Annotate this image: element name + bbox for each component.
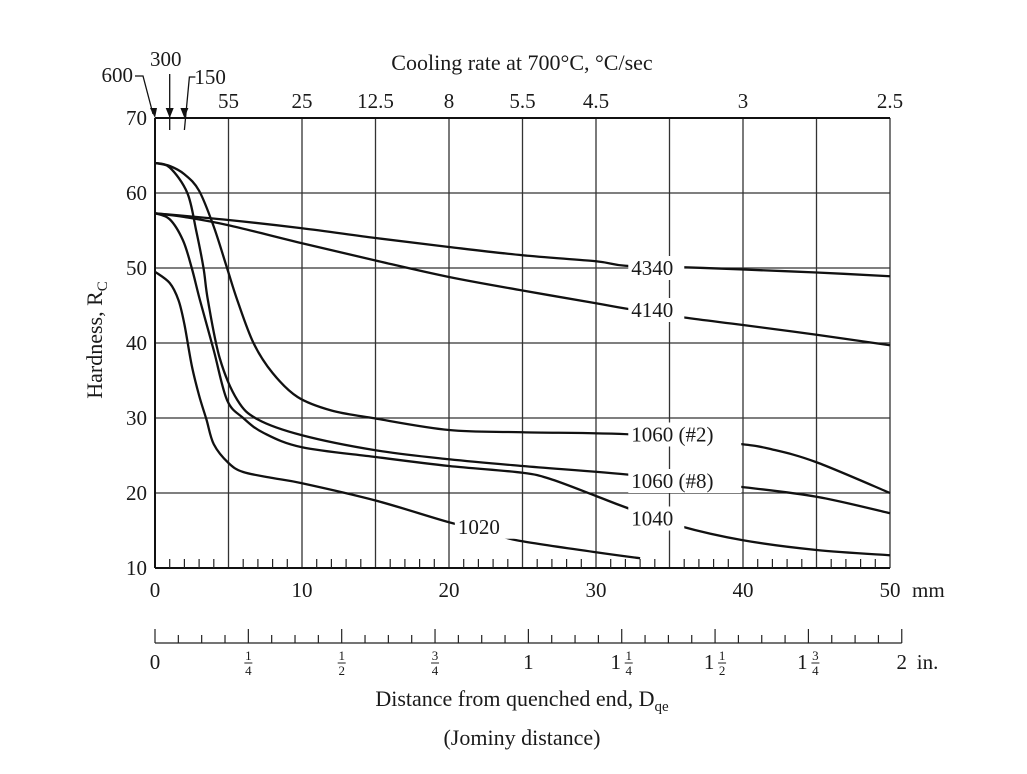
x-tick-label: 50 bbox=[880, 578, 901, 602]
y-axis-label-text: Hardness, R bbox=[82, 291, 107, 399]
x-axis-label-text: Distance from quenched end, D bbox=[375, 686, 654, 711]
top-tick-label: 8 bbox=[444, 89, 455, 113]
labels: 4340 4140 1060 (#2) 1060 (#8) 1040 1020 bbox=[454, 256, 742, 539]
inch-tick-label: 34 bbox=[431, 648, 440, 678]
curve-label-bg bbox=[628, 256, 685, 280]
inch-frac-den: 4 bbox=[625, 663, 632, 678]
curve-label-1040: 1040 bbox=[631, 507, 673, 531]
inch-frac-num: 1 bbox=[338, 648, 345, 663]
curve-label-1060-2: 1060 (#2) bbox=[631, 423, 713, 447]
inch-whole: 1 bbox=[704, 650, 715, 674]
top-tick-label: 300 bbox=[150, 47, 182, 71]
curve-label-1060-8: 1060 (#8) bbox=[631, 469, 713, 493]
top-tick-label: 2.5 bbox=[877, 89, 903, 113]
inch-frac-den: 4 bbox=[245, 663, 252, 678]
inch-frac-num: 3 bbox=[812, 648, 819, 663]
inch-tick-label: 1 bbox=[523, 650, 534, 674]
top-tick-label: 3 bbox=[738, 89, 749, 113]
arrow-head-icon bbox=[180, 108, 189, 118]
curve-1020 bbox=[154, 270, 641, 560]
arrow-600-leader bbox=[135, 75, 154, 115]
svg-text:Hardness, RC: Hardness, RC bbox=[82, 281, 111, 399]
inch-frac-num: 3 bbox=[432, 648, 439, 663]
y-tick-label: 40 bbox=[126, 331, 147, 355]
top-tick-label: 25 bbox=[292, 89, 313, 113]
inch-tick-label: 12 bbox=[337, 648, 346, 678]
curve-label-bg bbox=[628, 469, 742, 493]
inch-tick-label: 1 34 bbox=[797, 648, 820, 678]
inch-frac-den: 4 bbox=[812, 663, 819, 678]
inch-whole: 2 bbox=[897, 650, 908, 674]
top-tick-label: 12.5 bbox=[357, 89, 394, 113]
inch-tick-label: 1 14 bbox=[610, 648, 633, 678]
inch-whole: 1 bbox=[610, 650, 621, 674]
inch-tick-label: 0 bbox=[150, 650, 161, 674]
y-tick-label: 70 bbox=[126, 106, 147, 130]
x-tick-label: 20 bbox=[439, 578, 460, 602]
y-tick-label: 60 bbox=[126, 181, 147, 205]
inch-tick-label: 1 12 bbox=[704, 648, 727, 678]
inch-whole: 1 bbox=[523, 650, 534, 674]
top-tick-label: 150 bbox=[194, 65, 226, 89]
x-axis-label: Distance from quenched end, Dqe bbox=[375, 686, 669, 715]
inch-frac-num: 1 bbox=[719, 648, 726, 663]
x-axis-note: (Jominy distance) bbox=[443, 725, 600, 750]
inch-frac-num: 1 bbox=[625, 648, 632, 663]
curve-4340 bbox=[154, 212, 891, 278]
inch-tick-label: 14 bbox=[244, 648, 253, 678]
x-tick-label: 10 bbox=[292, 578, 313, 602]
inch-frac-den: 2 bbox=[338, 663, 345, 678]
curve-label-4140: 4140 bbox=[631, 298, 673, 322]
inch-frac-den: 4 bbox=[432, 663, 439, 678]
curve-label-4340: 4340 bbox=[631, 256, 673, 280]
y-tick-label: 20 bbox=[126, 481, 147, 505]
inch-unit-label: in. bbox=[917, 650, 939, 674]
x-unit-label: mm bbox=[912, 578, 945, 602]
inch-frac-num: 1 bbox=[245, 648, 252, 663]
top-tick-label: 4.5 bbox=[583, 89, 609, 113]
curve-4140 bbox=[154, 212, 891, 347]
grid bbox=[155, 118, 891, 568]
x-tick-label: 30 bbox=[586, 578, 607, 602]
curve-label-1020: 1020 bbox=[458, 515, 500, 539]
top-tick-label: 55 bbox=[218, 89, 239, 113]
inch-frac-den: 2 bbox=[719, 663, 726, 678]
top-tick-label: 5.5 bbox=[509, 89, 535, 113]
inch-whole: 1 bbox=[797, 650, 808, 674]
y-tick-label: 50 bbox=[126, 256, 147, 280]
curve-label-bg bbox=[628, 422, 742, 447]
y-axis-label-subscript: C bbox=[95, 281, 111, 291]
curve-label-bg bbox=[454, 514, 517, 539]
y-tick-label: 10 bbox=[126, 556, 147, 580]
x-axis-label-subscript: qe bbox=[655, 699, 670, 715]
top-axis-title: Cooling rate at 700°C, °C/sec bbox=[391, 50, 653, 75]
arrow-head-icon bbox=[165, 108, 174, 118]
inch-whole: 0 bbox=[150, 650, 161, 674]
arrow-head-icon bbox=[150, 108, 157, 118]
y-tick-label: 30 bbox=[126, 406, 147, 430]
inch-tick-label: 2 bbox=[897, 650, 908, 674]
curve-label-bg bbox=[628, 506, 685, 531]
top-tick-label: 600 bbox=[102, 63, 134, 87]
curve-label-bg bbox=[628, 298, 685, 322]
y-axis-label: Hardness, RC bbox=[82, 281, 111, 399]
x-tick-label: 0 bbox=[150, 578, 161, 602]
x-tick-label: 40 bbox=[733, 578, 754, 602]
